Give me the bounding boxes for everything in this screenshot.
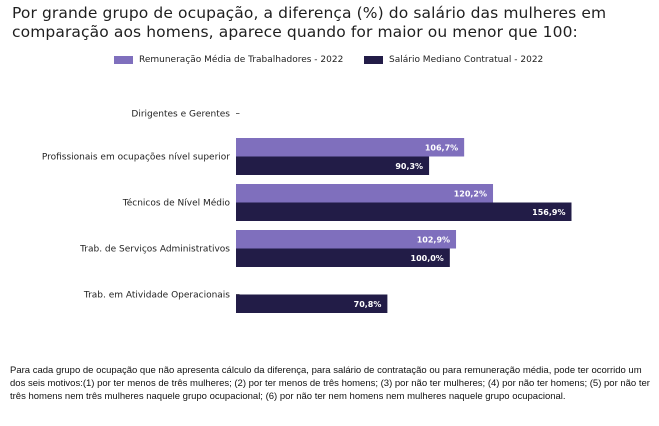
bar-remuneracao (236, 184, 494, 203)
legend: Remuneração Média de Trabalhadores - 202… (0, 55, 659, 69)
bar-value-label: 156,9% (532, 208, 565, 217)
bar-salario (236, 156, 430, 175)
bar-salario (236, 202, 572, 221)
bar-value-label: 90,3% (395, 162, 423, 171)
bar-salario (236, 294, 388, 313)
legend-item-remuneracao: Remuneração Média de Trabalhadores - 202… (114, 55, 343, 65)
bar-value-label: 100,0% (411, 254, 444, 263)
bar-value-label: 102,9% (417, 235, 450, 244)
category-label: Trab. de Serviços Administrativos (79, 245, 230, 255)
bar-value-label: 120,2% (454, 189, 487, 198)
legend-item-salario: Salário Mediano Contratual - 2022 (364, 55, 543, 65)
category-label: Profissionais em ocupações nível superio… (42, 153, 230, 163)
bar-salario (236, 248, 450, 267)
legend-label-salario: Salário Mediano Contratual - 2022 (389, 55, 544, 65)
category-label: Dirigentes e Gerentes (131, 110, 230, 120)
legend-swatch-salario (364, 56, 383, 64)
chart-title: Por grande grupo de ocupação, a diferenç… (12, 4, 607, 41)
bar-chart: Dirigentes e Gerentes Profissionais em oc… (42, 110, 572, 313)
bar-remuneracao (236, 138, 465, 157)
legend-label-remuneracao: Remuneração Média de Trabalhadores - 202… (139, 55, 344, 65)
footnote: Para cada grupo de ocupação que não apre… (10, 365, 650, 402)
category-label: Trab. em Atividade Operacionais (83, 291, 230, 301)
bar-remuneracao (236, 230, 457, 249)
category-label: Técnicos de Nível Médio (122, 198, 231, 209)
bar-value-label: 70,8% (354, 300, 382, 309)
legend-swatch-remuneracao (114, 56, 133, 64)
bar-value-label: 106,7% (425, 143, 458, 152)
